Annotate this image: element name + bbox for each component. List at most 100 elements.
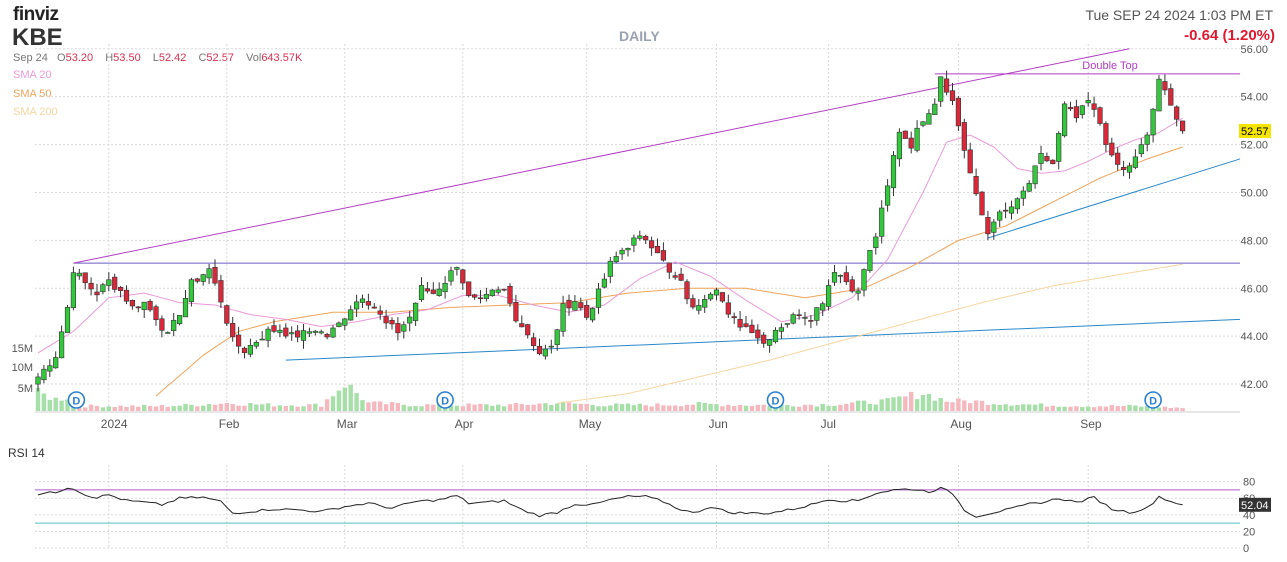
candle-body — [330, 327, 336, 338]
volume-bar — [395, 403, 401, 411]
double-top-annotation: Double Top — [1082, 60, 1137, 72]
volume-bar — [289, 405, 294, 411]
dividend-marker — [1144, 391, 1162, 409]
price-tick-label: 54.00 — [1240, 92, 1268, 104]
candle-body — [814, 307, 820, 321]
ohlc-readout: Sep 24 O53.20 H53.50 L52.42 C52.57 Vol64… — [13, 52, 311, 64]
candle-body — [1020, 190, 1026, 199]
volume-bar — [224, 402, 229, 411]
low-key: L — [152, 52, 159, 64]
candle-body — [1144, 134, 1150, 145]
volume-bar — [507, 404, 513, 411]
dividend-marker-label: D — [72, 396, 80, 408]
price-tick-label: 48.00 — [1240, 235, 1268, 247]
volume-bar — [1121, 405, 1126, 411]
candle-body — [483, 293, 490, 299]
candle-body — [348, 309, 354, 321]
volume-bar — [1038, 403, 1044, 411]
candle-body — [902, 130, 908, 139]
sma200-line — [557, 263, 1183, 404]
volume-bar — [437, 403, 442, 411]
candle-body — [218, 280, 224, 303]
candle-body — [53, 357, 59, 369]
candle-body — [607, 260, 613, 277]
volume-bar — [65, 399, 70, 411]
volume-bar — [501, 406, 507, 411]
candle-body — [884, 185, 891, 206]
volume-bar — [914, 399, 920, 411]
candle-body — [696, 305, 702, 311]
ticker-symbol: KBE — [12, 24, 63, 51]
candle-body — [135, 306, 141, 309]
candle-body — [595, 288, 602, 308]
volume-bar — [814, 406, 819, 411]
volume-bar — [885, 398, 890, 411]
volume-bar — [1127, 404, 1132, 411]
volume-bar — [212, 404, 218, 411]
volume-bar — [466, 403, 471, 411]
volume-bar — [855, 400, 861, 411]
candle-body — [790, 314, 796, 324]
candle-body — [766, 339, 773, 346]
rsi-tick-label: 20 — [1243, 526, 1255, 538]
volume-bar — [702, 402, 707, 411]
volume-bar — [602, 406, 607, 411]
price-tick-label: 44.00 — [1240, 331, 1268, 343]
dividend-marker — [766, 391, 785, 409]
volume-bar — [1103, 406, 1109, 411]
volume-bar — [142, 404, 147, 411]
candle-body — [1097, 107, 1103, 124]
candle-body — [761, 334, 767, 344]
volume-bar — [460, 406, 465, 411]
candle-body — [566, 299, 572, 309]
candle-body — [407, 316, 413, 324]
month-tick-label: Sep — [1080, 417, 1102, 431]
candle-body — [1156, 78, 1162, 112]
volume-bar — [496, 404, 501, 411]
candle-body — [300, 330, 307, 341]
volume-bar — [673, 405, 678, 411]
candle-body — [241, 347, 248, 354]
candle-body — [141, 301, 147, 311]
volume-bar — [909, 391, 914, 411]
candle-body — [100, 284, 106, 293]
volume-bar — [985, 404, 991, 411]
candle-body — [477, 297, 484, 300]
volume-bar — [714, 404, 719, 411]
candle-body — [908, 137, 914, 149]
date-label: Sep 24 — [13, 52, 48, 64]
volume-bar — [560, 401, 566, 411]
volume-bar — [932, 400, 937, 411]
candle-body — [501, 288, 507, 291]
candle-body — [896, 131, 902, 160]
candle-body — [294, 330, 301, 338]
candle-body — [318, 331, 324, 334]
volume-bar — [973, 400, 979, 411]
volume-bar — [879, 399, 884, 411]
timeframe-label: DAILY — [619, 28, 660, 44]
candle-body — [365, 301, 372, 306]
candle-body — [324, 333, 330, 338]
candle-body — [613, 256, 619, 263]
candle-body — [1026, 182, 1032, 192]
candle-body — [890, 155, 897, 189]
candle-body — [129, 300, 136, 307]
candle-body — [1067, 107, 1074, 110]
volume-bar — [218, 403, 224, 411]
volume-bar — [861, 400, 867, 411]
price-change: -0.64 (1.20%) — [1184, 27, 1275, 44]
candle-body — [1162, 81, 1168, 91]
volume-bar — [720, 406, 725, 411]
candle-body — [418, 285, 425, 301]
candle-body — [383, 316, 389, 324]
volume-bar — [1109, 405, 1114, 411]
sma20-legend: SMA 20 — [13, 69, 52, 81]
volume-bar — [1050, 405, 1055, 411]
candle-body — [1032, 165, 1038, 185]
candle-body — [702, 299, 708, 308]
volume-bar — [838, 404, 843, 411]
volume-bar — [1156, 407, 1162, 411]
volume-bar — [348, 384, 353, 411]
volume-bar — [1145, 405, 1150, 411]
